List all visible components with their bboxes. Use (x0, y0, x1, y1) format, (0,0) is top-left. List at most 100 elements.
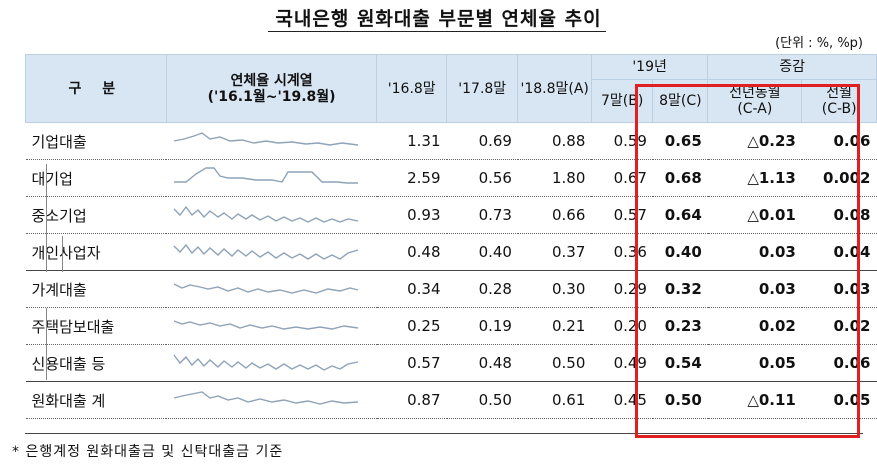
value-yoy: △0.11 (707, 381, 802, 419)
value-18: 0.30 (517, 270, 592, 308)
value-16: 0.57 (376, 344, 447, 382)
value-mom: 0.04 (801, 233, 877, 271)
header-change: 증감 (707, 54, 877, 80)
header-18: '18.8말(A) (517, 54, 592, 123)
table-row: 신용대출 등 0.57 0.48 0.50 0.49 0.54 0.05 0.0… (25, 344, 877, 382)
value-18: 0.88 (517, 122, 592, 160)
sparkline-cell (166, 381, 377, 419)
sparkline-icon (174, 391, 359, 405)
value-17: 0.69 (446, 122, 518, 160)
header-mom: 전월 (C-B) (801, 79, 877, 123)
header-yoy-line2: (C-A) (737, 101, 773, 117)
value-16: 0.48 (376, 233, 447, 271)
row-label: 원화대출 계 (25, 381, 167, 419)
row-label: 가계대출 (25, 270, 167, 308)
value-aug: 0.50 (652, 381, 708, 419)
value-jul: 0.29 (591, 270, 653, 308)
value-aug: 0.54 (652, 344, 708, 382)
header-sparkline-line2: ('16.1월~'19.8월) (207, 88, 336, 105)
value-aug: 0.64 (652, 196, 708, 234)
value-16: 0.93 (376, 196, 447, 234)
value-17: 0.19 (446, 307, 518, 345)
table-row: 기업대출 1.31 0.69 0.88 0.59 0.65 △0.23 0.06 (25, 122, 877, 160)
value-18: 0.37 (517, 233, 592, 271)
value-yoy: 0.03 (707, 270, 802, 308)
value-jul: 0.67 (591, 159, 653, 197)
header-aug: 8말(C) (652, 79, 709, 123)
header-yoy: 전년동월 (C-A) (707, 79, 803, 123)
sparkline-cell (166, 344, 377, 382)
value-18: 0.61 (517, 381, 592, 419)
value-18: 0.50 (517, 344, 592, 382)
value-yoy: △0.01 (707, 196, 802, 234)
value-mom: 0.05 (801, 381, 877, 419)
table-row: 주택담보대출 0.25 0.19 0.21 0.20 0.23 0.02 0.0… (25, 307, 877, 345)
sparkline-icon (173, 283, 359, 294)
value-mom: 0.06 (801, 344, 877, 382)
value-16: 0.87 (376, 381, 447, 419)
value-jul: 0.59 (591, 122, 653, 160)
value-16: 0.34 (376, 270, 447, 308)
header-yoy-line1: 전년동월 (729, 85, 781, 101)
row-label: 대기업 (25, 159, 167, 197)
value-yoy: △0.23 (707, 122, 802, 160)
header-sparkline: 연체율 시계열 ('16.1월~'19.8월) (165, 54, 378, 123)
sparkline-icon (173, 354, 359, 371)
value-17: 0.73 (446, 196, 518, 234)
table-row: 개인사업자 0.48 0.40 0.37 0.36 0.40 0.03 0.04 (25, 233, 877, 271)
unit-label: (단위 : %, %p) (775, 36, 863, 51)
sparkline-cell (166, 122, 377, 160)
value-yoy: 0.05 (707, 344, 802, 382)
table-row: 대기업 2.59 0.56 1.80 0.67 0.68 △1.13 0.002 (25, 159, 877, 197)
value-yoy: 0.02 (707, 307, 802, 345)
value-16: 1.31 (376, 122, 447, 160)
value-17: 0.28 (446, 270, 518, 308)
header-17: '17.8말 (445, 54, 519, 123)
value-jul: 0.45 (591, 381, 653, 419)
title-underline (268, 31, 606, 32)
value-yoy: △1.13 (707, 159, 802, 197)
value-aug: 0.23 (652, 307, 708, 345)
table-row: 원화대출 계 0.87 0.50 0.61 0.45 0.50 △0.11 0.… (25, 381, 877, 419)
sparkline-cell (166, 307, 377, 345)
value-jul: 0.49 (591, 344, 653, 382)
header-mom-line1: 전월 (826, 85, 853, 101)
value-mom: 0.03 (801, 270, 877, 308)
row-label: 기업대출 (25, 122, 167, 160)
value-18: 1.80 (517, 159, 592, 197)
value-jul: 0.36 (591, 233, 653, 271)
header-mom-line2: (C-B) (821, 101, 857, 117)
value-jul: 0.20 (591, 307, 653, 345)
indent-line-household (46, 308, 47, 380)
header-category: 구 분 (25, 54, 167, 123)
value-mom: 0.06 (801, 122, 877, 160)
value-16: 2.59 (376, 159, 447, 197)
value-aug: 0.32 (652, 270, 708, 308)
value-18: 0.21 (517, 307, 592, 345)
value-yoy: 0.03 (707, 233, 802, 271)
indent-line-corporate (46, 164, 47, 272)
table-bottom-border (25, 433, 863, 434)
value-aug: 0.68 (652, 159, 708, 197)
table-title: 국내은행 원화대출 부문별 연체율 추이 (275, 8, 602, 30)
header-19: '19년 (590, 54, 709, 80)
sparkline-cell (166, 233, 377, 271)
value-17: 0.56 (446, 159, 518, 197)
value-17: 0.40 (446, 233, 518, 271)
table-row: 중소기업 0.93 0.73 0.66 0.57 0.64 △0.01 0.08 (25, 196, 877, 234)
sparkline-cell (166, 196, 377, 234)
value-16: 0.25 (376, 307, 447, 345)
value-jul: 0.57 (591, 196, 653, 234)
sparkline-cell (166, 270, 377, 308)
sparkline-icon (174, 167, 359, 184)
delinquency-table: 구 분 연체율 시계열 ('16.1월~'19.8월) '16.8말 '17.8… (25, 54, 877, 419)
header-jul: 7말(B) (590, 79, 654, 123)
sparkline-icon (173, 205, 359, 223)
row-label: 중소기업 (25, 196, 167, 234)
header-sparkline-line1: 연체율 시계열 (230, 72, 313, 89)
value-mom: 0.08 (801, 196, 877, 234)
sparkline-icon (174, 132, 359, 146)
value-aug: 0.40 (652, 233, 708, 271)
sparkline-cell (166, 159, 377, 197)
indent-line-sme (62, 236, 63, 272)
